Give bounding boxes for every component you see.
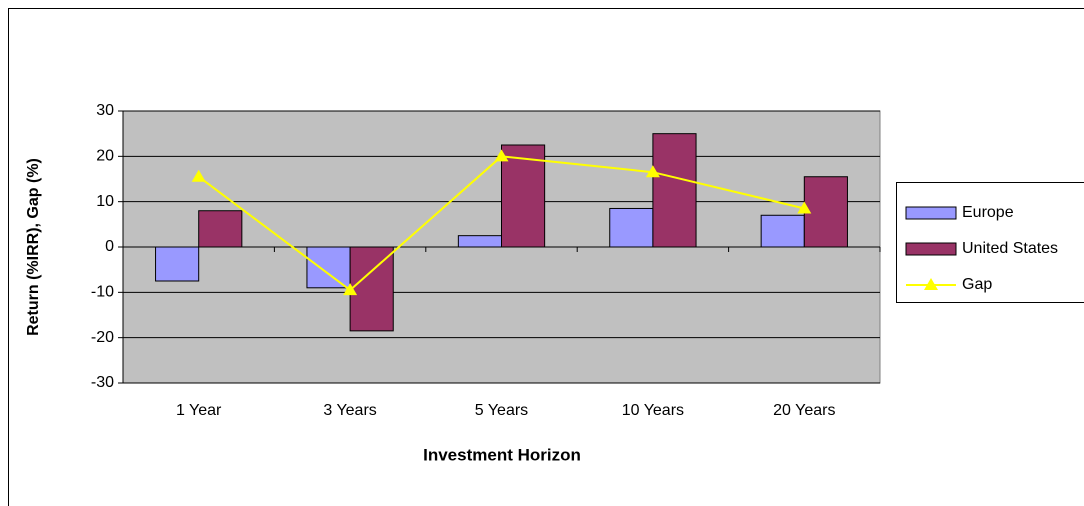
legend-label: Gap [962, 276, 992, 293]
gap-marker [645, 165, 660, 178]
plot: -30 -20 -10 0 10 20 30 1 Year 3 Years 5 Years 10 Y… [91, 102, 881, 419]
gap-marker [797, 201, 812, 214]
bar [349, 246, 394, 332]
gap-marker [343, 283, 358, 296]
y-tick-label: 0 [105, 238, 114, 255]
x-tick-label: 20 Years [773, 402, 835, 419]
x-tick-label: 1 Year [176, 402, 222, 419]
legend: Europe United States Gap [896, 182, 1084, 303]
bar [155, 246, 200, 282]
bar [609, 207, 654, 248]
legend-swatch [905, 206, 957, 220]
y-tick-label: -30 [91, 374, 114, 391]
bar [803, 176, 848, 248]
bar [760, 214, 805, 248]
legend-label: United States [962, 240, 1058, 257]
legend-swatch [905, 242, 957, 256]
x-tick-label: 5 Years [475, 402, 528, 419]
x-tick-label: 3 Years [323, 402, 376, 419]
y-tick-label: -20 [91, 329, 114, 346]
legend-marker [924, 278, 938, 290]
bar [306, 246, 351, 289]
y-axis-title: Return (%IRR), Gap (%) [25, 158, 42, 336]
y-tick-label: 20 [96, 148, 114, 165]
y-tick-label: 30 [96, 102, 114, 119]
legend-label: Europe [962, 204, 1014, 221]
x-axis-title: Investment Horizon [423, 445, 581, 464]
bar [652, 133, 697, 248]
y-tick-label: 10 [96, 193, 114, 210]
x-tick-label: 10 Years [622, 402, 684, 419]
bar [501, 144, 546, 248]
gap-marker [191, 169, 206, 182]
gap-marker [494, 149, 509, 162]
bar [457, 235, 503, 248]
y-tick-label: -10 [91, 284, 114, 301]
bar [198, 210, 243, 248]
